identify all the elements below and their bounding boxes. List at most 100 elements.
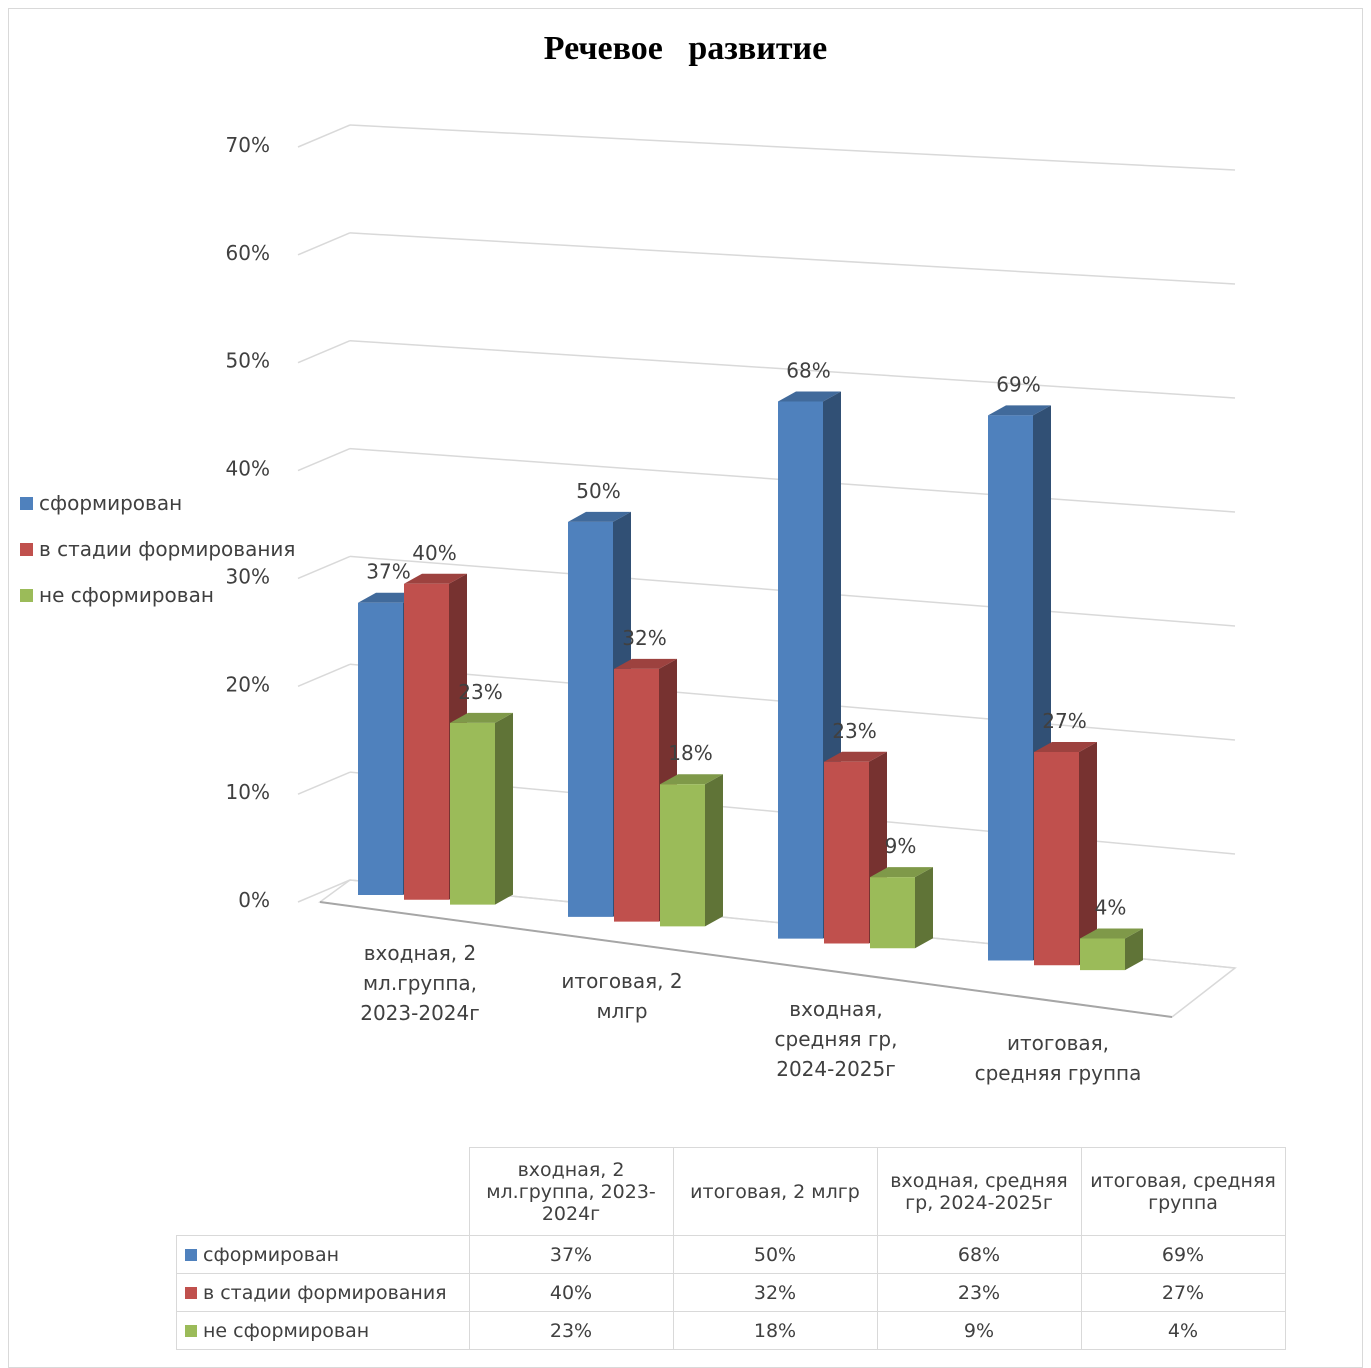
data-label: 4% bbox=[1095, 895, 1127, 919]
chart-title: Речевое развитие bbox=[543, 30, 828, 67]
data-label: 68% bbox=[786, 358, 830, 382]
data-label: 69% bbox=[996, 372, 1040, 396]
legend-label-formed: сформирован bbox=[39, 491, 183, 515]
bar-side bbox=[1079, 742, 1097, 966]
y-tick-label: 10% bbox=[226, 780, 270, 804]
legend-key-forming bbox=[185, 1286, 197, 1299]
data-label: 18% bbox=[668, 741, 712, 765]
data-table-row: сформирован 37% 50% 68% 69% bbox=[176, 1235, 1286, 1274]
y-tick-label: 70% bbox=[226, 133, 270, 157]
bar-top bbox=[870, 867, 933, 878]
legend-key-not-formed bbox=[185, 1324, 197, 1337]
gridline-side bbox=[297, 663, 351, 687]
gridline-side bbox=[297, 555, 351, 580]
data-label: 27% bbox=[1042, 709, 1086, 733]
legend-swatch-forming bbox=[20, 542, 33, 556]
x-tick-label: средняя гр, bbox=[775, 1027, 898, 1051]
bar-side bbox=[915, 867, 933, 949]
data-table-header: итоговая, 2 млгр bbox=[672, 1147, 878, 1236]
data-table-corner bbox=[176, 1147, 470, 1236]
gridline bbox=[349, 124, 1236, 171]
y-tick-label: 30% bbox=[226, 564, 270, 588]
legend-item-not-formed: не сформирован bbox=[20, 572, 295, 618]
bar bbox=[824, 761, 869, 944]
data-label: 32% bbox=[622, 626, 666, 650]
legend-item-forming: в стадии формирования bbox=[20, 526, 295, 572]
bar-top bbox=[450, 712, 513, 723]
data-table-header-row: входная, 2 мл.группа, 2023- 2024г итоговая… bbox=[176, 1147, 1286, 1236]
legend-swatch-not-formed bbox=[20, 588, 33, 602]
bar-side bbox=[705, 774, 723, 927]
bar bbox=[988, 415, 1033, 961]
data-table-row: не сформирован 23% 18% 9% 4% bbox=[176, 1311, 1286, 1350]
data-table-row-label: в стадии формирования bbox=[176, 1273, 470, 1312]
x-tick-label: 2023-2024г bbox=[360, 1001, 480, 1025]
bar bbox=[870, 877, 915, 949]
y-tick-label: 50% bbox=[226, 349, 270, 373]
data-table-cell: 32% bbox=[672, 1273, 878, 1312]
bar-top bbox=[404, 573, 467, 584]
y-tick-label: 20% bbox=[226, 672, 270, 696]
legend-key-formed bbox=[185, 1248, 197, 1261]
bar bbox=[358, 602, 403, 895]
x-tick-label: 2024-2025г bbox=[776, 1057, 896, 1081]
data-table-row-label: не сформирован bbox=[176, 1311, 470, 1350]
data-table-cell: 18% bbox=[672, 1311, 878, 1350]
x-tick-label: средняя группа bbox=[975, 1061, 1142, 1085]
data-table-row: в стадии формирования 40% 32% 23% 27% bbox=[176, 1273, 1286, 1312]
data-table-cell: 4% bbox=[1080, 1311, 1286, 1350]
bar-top bbox=[1034, 742, 1097, 753]
legend-label-forming: в стадии формирования bbox=[39, 537, 296, 561]
data-table-cell: 68% bbox=[876, 1235, 1082, 1274]
legend-swatch-formed bbox=[20, 496, 33, 510]
gridline-side bbox=[297, 879, 351, 903]
bar-side bbox=[495, 712, 513, 905]
x-tick-label: итоговая, 2 bbox=[561, 969, 682, 993]
bar bbox=[614, 668, 659, 922]
gridline-side bbox=[297, 447, 351, 472]
bar-top bbox=[614, 658, 677, 669]
bar-top bbox=[824, 751, 887, 762]
x-tick-label: входная, bbox=[789, 997, 882, 1021]
gridline bbox=[349, 339, 1236, 399]
legend-item-formed: сформирован bbox=[20, 480, 295, 526]
x-tick-label: млгр bbox=[596, 999, 647, 1023]
gridline-side bbox=[297, 771, 351, 795]
bar-chart-3d: 0%10%20%30%40%50%60%70%37%40%23%50%32%18… bbox=[226, 124, 1237, 1085]
data-table-header: итоговая, средняя группа bbox=[1080, 1147, 1286, 1236]
gridline-side bbox=[297, 124, 351, 148]
bar-top bbox=[1080, 928, 1143, 939]
data-table-cell: 69% bbox=[1080, 1235, 1286, 1274]
data-table-cell: 9% bbox=[876, 1311, 1082, 1350]
data-table: входная, 2 мл.группа, 2023- 2024г итоговая… bbox=[176, 1147, 1286, 1350]
bar bbox=[404, 583, 449, 900]
data-table-header: входная, средняя гр, 2024-2025г bbox=[876, 1147, 1082, 1236]
bar bbox=[1080, 938, 1125, 971]
data-table-cell: 27% bbox=[1080, 1273, 1286, 1312]
x-tick-label: итоговая, bbox=[1007, 1031, 1109, 1055]
y-tick-label: 0% bbox=[238, 888, 270, 912]
x-tick-label: входная, 2 bbox=[364, 941, 477, 965]
data-label: 23% bbox=[832, 719, 876, 743]
legend: сформирован в стадии формирования не сфо… bbox=[20, 480, 295, 618]
bar bbox=[450, 722, 495, 905]
data-label: 9% bbox=[885, 834, 917, 858]
data-table-cell: 40% bbox=[468, 1273, 674, 1312]
bar-top bbox=[778, 391, 841, 402]
x-axis-line bbox=[319, 901, 1173, 1018]
bar bbox=[568, 521, 613, 917]
bar-top bbox=[660, 774, 723, 785]
data-label: 40% bbox=[412, 541, 456, 565]
legend-label-not-formed: не сформирован bbox=[39, 583, 214, 607]
bar bbox=[1034, 752, 1079, 966]
bar-top bbox=[568, 511, 631, 522]
data-table-cell: 23% bbox=[468, 1311, 674, 1350]
gridline bbox=[349, 232, 1236, 285]
bar bbox=[778, 401, 823, 939]
gridline-side bbox=[297, 340, 351, 364]
data-label: 23% bbox=[458, 680, 502, 704]
data-label: 50% bbox=[576, 479, 620, 503]
data-table-cell: 23% bbox=[876, 1273, 1082, 1312]
y-tick-label: 40% bbox=[226, 457, 270, 481]
bar bbox=[660, 784, 705, 927]
